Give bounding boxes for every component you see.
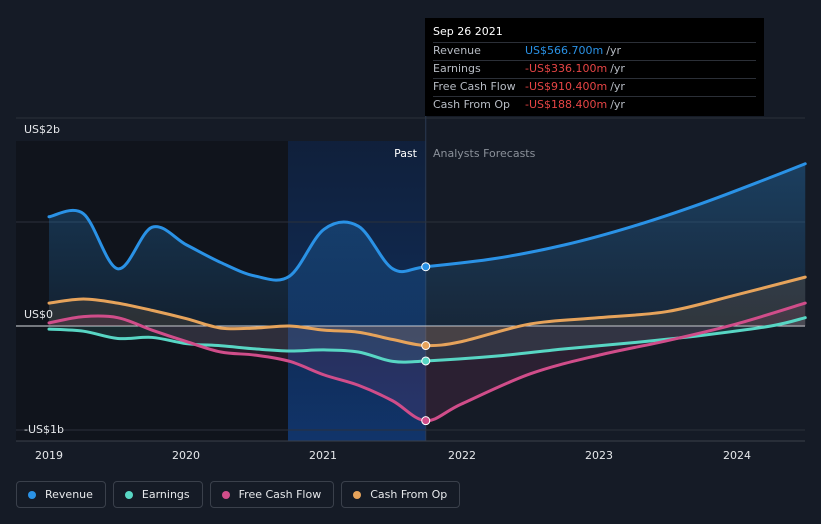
legend-item-free-cash-flow[interactable]: Free Cash Flow [209,481,335,508]
series-revenue-area [49,163,806,326]
tooltip-unit: /yr [606,44,621,57]
series-cash-from-op-line [47,275,807,348]
tooltip-unit: /yr [610,98,625,111]
legend-item-revenue[interactable]: Revenue [16,481,106,508]
legend-label: Revenue [45,488,93,501]
legend-item-earnings[interactable]: Earnings [112,481,203,508]
x-tick-label-2022: 2022 [448,449,476,462]
x-tick-label-2023: 2023 [585,449,613,462]
legend-item-cash-from-op[interactable]: Cash From Op [341,481,461,508]
x-tick-label-2021: 2021 [309,449,337,462]
y-tick-label-bottom: -US$1b [24,423,64,436]
legend-label: Cash From Op [370,488,448,501]
tooltip-value: US$566.700m [525,44,604,57]
tooltip-row-cash-from-op: Cash From Op -US$188.400m /yr [433,96,756,114]
legend: Revenue Earnings Free Cash Flow Cash Fro… [16,481,461,508]
tooltip-unit: /yr [610,62,625,75]
tooltip: Sep 26 2021 Revenue US$566.700m /yr Earn… [425,18,764,116]
series-earnings-line [47,316,807,364]
tooltip-row-free-cash-flow: Free Cash Flow -US$910.400m /yr [433,78,756,96]
tooltip-value: -US$910.400m [525,80,608,93]
earnings-dot-icon [124,490,133,499]
legend-label: Free Cash Flow [238,488,322,501]
series-cash-from-op-marker [421,341,431,351]
tooltip-label: Revenue [433,44,481,57]
revenue-dot-icon [28,490,36,499]
tooltip-value: -US$188.400m [525,98,608,111]
x-tick-label-2024: 2024 [723,449,751,462]
tooltip-row-earnings: Earnings -US$336.100m /yr [433,60,756,78]
series-free-cash-flow-line [47,301,807,423]
y-tick-label-zero: US$0 [24,308,53,321]
x-tick-label-2020: 2020 [172,449,200,462]
tooltip-row-revenue: Revenue US$566.700m /yr [433,42,756,60]
tooltip-label: Free Cash Flow [433,80,516,93]
x-tick-label-2019: 2019 [35,449,63,462]
y-tick-label-top: US$2b [24,123,60,136]
series-revenue-marker [421,262,431,272]
tooltip-date: Sep 26 2021 [433,25,503,38]
tooltip-label: Cash From Op [433,98,511,111]
free-cash-flow-dot-icon [221,490,230,499]
legend-label: Earnings [141,488,190,501]
past-label: Past [394,147,418,160]
tooltip-value: -US$336.100m [525,62,608,75]
series-free-cash-flow-marker [421,416,431,426]
cash-from-op-dot-icon [353,490,362,499]
tooltip-label: Earnings [433,62,481,75]
series-revenue-line [47,162,807,282]
tooltip-unit: /yr [610,80,625,93]
series-earnings-marker [421,356,431,366]
forecast-label: Analysts Forecasts [433,147,536,160]
